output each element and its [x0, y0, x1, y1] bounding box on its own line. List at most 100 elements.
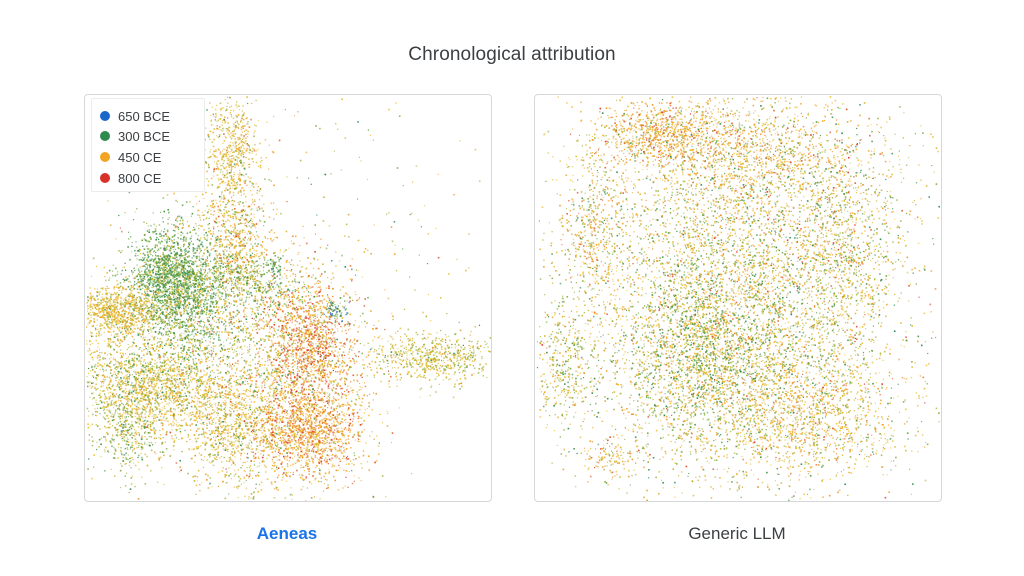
aeneas-point-3018 — [136, 303, 138, 305]
aeneas-point-4616 — [151, 378, 153, 381]
aeneas-point-2873 — [109, 309, 111, 311]
aeneas-point-712 — [204, 347, 207, 349]
aeneas-point-3638 — [110, 402, 112, 404]
aeneas-point-654 — [210, 310, 213, 312]
aeneas-point-4773 — [200, 433, 203, 436]
aeneas-point-4022 — [129, 374, 131, 376]
aeneas-point-3389 — [148, 300, 150, 303]
aeneas-point-3256 — [145, 302, 147, 305]
aeneas-point-1142 — [229, 272, 231, 275]
aeneas-point-4981 — [130, 467, 132, 469]
aeneas-point-4926 — [204, 415, 206, 418]
aeneas-point-719 — [180, 295, 182, 297]
aeneas-point-2396 — [165, 304, 168, 307]
aeneas-point-911 — [211, 301, 213, 303]
aeneas-point-3131 — [117, 328, 119, 330]
aeneas-point-3883 — [138, 374, 140, 377]
aeneas-point-4180 — [120, 371, 123, 374]
aeneas-point-1487 — [206, 234, 209, 236]
aeneas-point-90 — [202, 310, 204, 312]
aeneas-point-4390 — [139, 333, 141, 336]
aeneas-point-1993 — [184, 252, 187, 255]
aeneas-point-901 — [108, 269, 111, 272]
aeneas-point-1944 — [177, 259, 179, 261]
aeneas-point-3146 — [139, 288, 141, 290]
aeneas-point-3292 — [127, 294, 130, 297]
aeneas-point-2750 — [96, 304, 98, 306]
aeneas-point-735 — [162, 217, 164, 219]
aeneas-point-683 — [136, 264, 138, 266]
aeneas-point-1811 — [179, 302, 182, 305]
aeneas-point-560 — [175, 261, 177, 263]
aeneas-point-4260 — [101, 366, 104, 368]
aeneas-point-3201 — [130, 306, 132, 308]
aeneas-point-1474 — [208, 223, 210, 225]
aeneas-point-2722 — [97, 301, 100, 304]
aeneas-point-2497 — [128, 231, 130, 233]
aeneas-point-2054 — [174, 274, 176, 277]
aeneas-point-2473 — [180, 262, 182, 264]
aeneas-point-3384 — [117, 293, 120, 296]
aeneas-point-3804 — [115, 363, 117, 365]
aeneas-point-2950 — [88, 314, 90, 316]
aeneas-point-2951 — [136, 296, 138, 299]
aeneas-point-4751 — [205, 404, 208, 406]
aeneas-point-3853 — [135, 392, 137, 394]
aeneas-point-2068 — [157, 261, 160, 263]
aeneas-point-50 — [244, 245, 246, 247]
aeneas-point-3411 — [153, 311, 155, 313]
aeneas-point-4367 — [164, 393, 166, 396]
aeneas-point-1371 — [211, 235, 214, 237]
aeneas-point-1609 — [219, 244, 221, 246]
aeneas-point-2551 — [159, 243, 161, 245]
aeneas-point-2599 — [182, 325, 185, 327]
aeneas-point-2210 — [189, 231, 191, 234]
aeneas-point-4565 — [160, 370, 162, 372]
aeneas-point-851 — [179, 378, 181, 380]
aeneas-point-3677 — [149, 423, 151, 426]
aeneas-point-1978 — [173, 266, 175, 269]
aeneas-point-1653 — [160, 320, 163, 322]
aeneas-point-3129 — [100, 302, 103, 304]
aeneas-point-4641 — [148, 415, 150, 418]
aeneas-point-3331 — [140, 296, 142, 298]
aeneas-point-526 — [138, 307, 140, 309]
aeneas-point-2568 — [163, 284, 165, 286]
aeneas-point-1377 — [156, 307, 158, 309]
aeneas-point-1523 — [159, 338, 162, 340]
aeneas-point-403 — [184, 300, 187, 303]
aeneas-point-3625 — [146, 399, 148, 401]
aeneas-point-3377 — [112, 330, 115, 333]
aeneas-point-3773 — [161, 373, 164, 376]
aeneas-point-3381 — [115, 292, 117, 295]
aeneas-point-3090 — [97, 342, 100, 345]
aeneas-point-308 — [142, 279, 144, 282]
aeneas-point-3503 — [86, 375, 88, 378]
aeneas-point-2057 — [178, 215, 181, 218]
aeneas-point-2606 — [154, 310, 157, 312]
aeneas-point-1717 — [195, 296, 197, 299]
aeneas-point-4261 — [110, 354, 112, 356]
aeneas-point-3570 — [117, 395, 120, 397]
aeneas-point-1673 — [200, 274, 202, 276]
aeneas-point-185 — [151, 296, 154, 299]
aeneas-point-891 — [144, 297, 146, 299]
aeneas-point-3889 — [118, 320, 120, 322]
aeneas-point-533 — [181, 307, 183, 309]
aeneas-point-4780 — [153, 350, 156, 352]
aeneas-point-4104 — [126, 357, 128, 360]
aeneas-point-4144 — [153, 415, 155, 417]
aeneas-point-315 — [205, 326, 208, 328]
aeneas-point-953 — [192, 296, 195, 298]
aeneas-point-156 — [162, 284, 164, 286]
aeneas-point-3287 — [125, 302, 128, 305]
aeneas-point-2408 — [180, 249, 182, 251]
aeneas-point-2297 — [174, 257, 176, 260]
aeneas-point-717 — [167, 298, 169, 300]
aeneas-point-3485 — [126, 335, 128, 337]
aeneas-point-1453 — [171, 343, 173, 345]
aeneas-point-3663 — [106, 354, 109, 356]
aeneas-point-2964 — [152, 294, 155, 296]
aeneas-point-4255 — [116, 376, 119, 379]
aeneas-point-4774 — [124, 368, 126, 370]
